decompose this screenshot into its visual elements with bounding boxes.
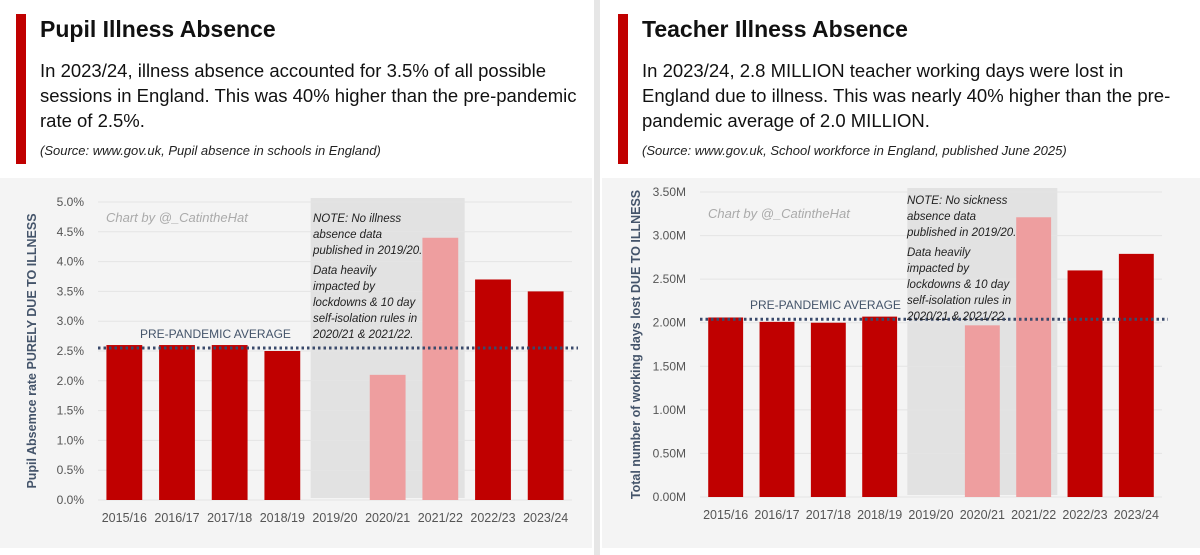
panel-title: Teacher Illness Absence [642,16,908,42]
note-text: absence data [907,211,976,223]
panel-description: In 2023/24, 2.8 MILLION teacher working … [642,60,1171,131]
x-tick-label: 2016/17 [754,508,799,522]
x-tick-label: 2021/22 [1011,508,1056,522]
bar [810,322,846,497]
x-tick-label: 2023/24 [523,511,568,525]
note-text: self-isolation rules in [907,295,1011,307]
watermark: Chart by @_CatintheHat [708,206,851,221]
y-tick-label: 0.50M [653,446,686,460]
y-tick-label: 5.0% [57,195,85,209]
bar [759,321,795,497]
note-text: Data heavily [907,247,972,259]
bar [422,237,459,500]
note-text: impacted by [313,281,376,293]
x-tick-label: 2023/24 [1114,508,1159,522]
y-tick-label: 2.5% [57,344,85,358]
divider [594,0,600,555]
bar [1016,217,1052,497]
bar [159,345,195,500]
bar [106,345,143,500]
average-label: PRE-PANDEMIC AVERAGE [140,327,291,341]
note-text: Data heavily [313,265,378,277]
y-tick-label: 3.0% [57,314,85,328]
x-tick-label: 2017/18 [207,511,252,525]
y-tick-label: 0.00M [653,490,686,504]
y-tick-label: 0.0% [57,493,85,507]
x-tick-label: 2018/19 [857,508,902,522]
note-text: 2020/21 & 2021/22. [312,329,413,341]
x-tick-label: 2017/18 [806,508,851,522]
y-tick-label: 3.00M [653,229,686,243]
x-tick-label: 2016/17 [154,511,199,525]
bar [964,325,1000,497]
y-tick-label: 1.00M [653,403,686,417]
bar [527,291,564,500]
y-axis-label: Total number of working days lost DUE TO… [629,190,643,499]
y-tick-label: 4.0% [57,255,85,269]
note-text: lockdowns & 10 day [907,279,1011,291]
bar [1118,253,1154,497]
teacher-panel: Teacher Illness Absence In 2023/24, 2.8 … [602,0,1200,555]
x-tick-label: 2022/23 [470,511,515,525]
pupil-panel: Pupil Illness Absence In 2023/24, illnes… [0,0,592,555]
panel-title: Pupil Illness Absence [40,16,276,42]
x-tick-label: 2021/22 [418,511,463,525]
bar [369,374,406,500]
bar [264,351,301,500]
y-tick-label: 0.5% [57,463,85,477]
note-text: 2020/21 & 2021/22. [906,311,1007,323]
y-tick-label: 3.5% [57,284,85,298]
x-tick-label: 2018/19 [260,511,305,525]
y-tick-label: 1.5% [57,404,85,418]
bar [862,316,898,497]
panel-description: In 2023/24, illness absence accounted fo… [40,60,577,131]
y-tick-label: 1.50M [653,359,686,373]
pupil-chart: 0.0% 0.5% 1.0% 1.5% 2.0% 2.5% 3.0% 3.5% 4.0% 4.5%… [25,195,578,525]
x-tick-label: 2019/20 [312,511,357,525]
note-text: self-isolation rules in [313,313,417,325]
bar [708,317,744,497]
panel-source: (Source: www.gov.uk, School workforce in… [642,143,1067,158]
accent-bar [618,14,628,164]
x-tick-label: 2015/16 [703,508,748,522]
y-tick-label: 2.50M [653,272,686,286]
y-tick-label: 2.0% [57,374,85,388]
bar [211,345,248,500]
note-text: absence data [313,229,382,241]
watermark: Chart by @_CatintheHat [106,210,249,225]
y-tick-label: 2.00M [653,316,686,330]
note-text: published in 2019/20. [312,245,422,257]
x-tick-label: 2019/20 [908,508,953,522]
accent-bar [16,14,26,164]
average-label: PRE-PANDEMIC AVERAGE [750,298,901,312]
y-axis-label: Pupil Absemce rate PURELY DUE TO ILLNESS [25,213,39,488]
teacher-chart: 0.00M 0.50M 1.00M 1.50M 2.00M 2.50M 3.00M 3.50M… [629,185,1168,522]
note-text: NOTE: No sickness [907,195,1008,207]
bar [475,279,511,500]
y-tick-label: 4.5% [57,225,85,239]
x-tick-label: 2022/23 [1062,508,1107,522]
note-text: NOTE: No illness [313,213,401,225]
panel-source: (Source: www.gov.uk, Pupil absence in sc… [40,143,381,158]
x-tick-label: 2015/16 [102,511,147,525]
x-tick-label: 2020/21 [960,508,1005,522]
x-tick-label: 2020/21 [365,511,410,525]
y-tick-label: 1.0% [57,433,85,447]
bar [1067,270,1103,497]
note-text: lockdowns & 10 day [313,297,417,309]
note-text: published in 2019/20. [906,227,1016,239]
note-text: impacted by [907,263,970,275]
y-tick-label: 3.50M [653,185,686,199]
